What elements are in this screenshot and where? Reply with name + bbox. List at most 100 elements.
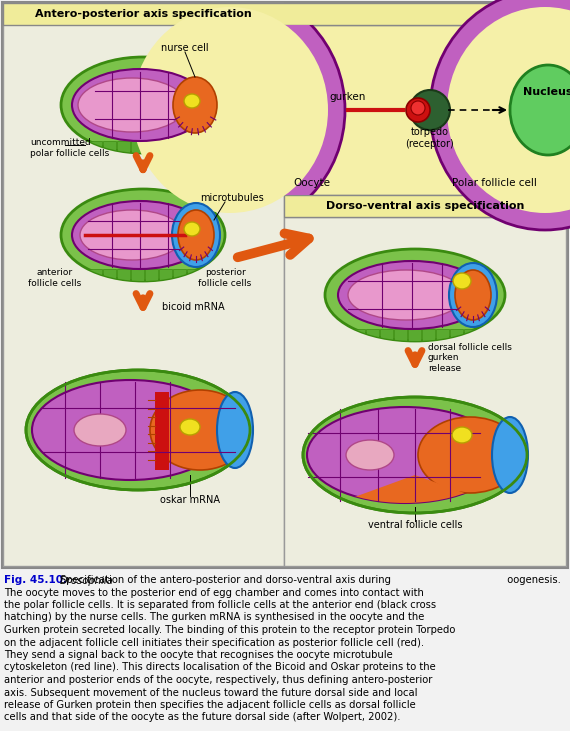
Bar (89, 269, 102, 281)
Bar (173, 165, 186, 177)
Ellipse shape (411, 101, 425, 115)
Bar (380, 225, 393, 237)
Text: anterior and posterior ends of the oocyte, respectively, thus defining antero-po: anterior and posterior ends of the oocyt… (4, 675, 433, 685)
Bar (366, 329, 379, 341)
Bar (380, 329, 393, 341)
Text: Nucleus: Nucleus (523, 87, 570, 97)
Text: posterior
follicle cells: posterior follicle cells (198, 268, 251, 288)
Ellipse shape (406, 98, 430, 122)
Bar (492, 225, 505, 237)
Bar (155, 392, 169, 470)
Bar (173, 141, 186, 153)
Text: Specification of the antero-posterior and dorso-ventral axis during: Specification of the antero-posterior an… (60, 575, 394, 585)
Text: nurse cell: nurse cell (161, 43, 209, 53)
Ellipse shape (447, 7, 570, 213)
Bar (284, 217, 566, 566)
Bar (284, 25, 566, 195)
Text: axis. Subsequent movement of the nucleus toward the future dorsal side and local: axis. Subsequent movement of the nucleus… (4, 687, 417, 697)
Text: cells and that side of the oocyte as the future dorsal side (after Wolpert, 2002: cells and that side of the oocyte as the… (4, 713, 401, 722)
Ellipse shape (150, 390, 250, 470)
Text: torpedo
(receptor): torpedo (receptor) (406, 127, 454, 149)
Text: the polar follicle cells. It is separated from follicle cells at the anterior en: the polar follicle cells. It is separate… (4, 600, 436, 610)
Bar (187, 33, 200, 45)
Bar (394, 329, 407, 341)
Bar (103, 165, 116, 177)
Bar (187, 165, 200, 177)
Bar (408, 329, 421, 341)
Bar (201, 141, 214, 153)
Ellipse shape (184, 222, 200, 236)
Bar (338, 329, 351, 341)
Bar (436, 329, 449, 341)
Bar (75, 165, 88, 177)
Text: hatching) by the nurse cells. The gurken mRNA is synthesised in the oocyte and t: hatching) by the nurse cells. The gurken… (4, 613, 425, 623)
Ellipse shape (173, 77, 217, 133)
Text: Drosophila: Drosophila (60, 575, 114, 586)
Bar (89, 141, 102, 153)
Ellipse shape (303, 397, 527, 513)
Bar (422, 225, 435, 237)
Ellipse shape (418, 417, 522, 493)
Bar (131, 165, 144, 177)
Bar (159, 141, 172, 153)
Ellipse shape (510, 65, 570, 155)
Text: ventral follicle cells: ventral follicle cells (368, 520, 462, 530)
Text: Gurken protein secreted locally. The binding of this protein to the receptor pro: Gurken protein secreted locally. The bin… (4, 625, 455, 635)
Bar (131, 269, 144, 281)
Text: bicoid mRNA: bicoid mRNA (162, 302, 225, 312)
Ellipse shape (217, 392, 253, 468)
Ellipse shape (338, 261, 486, 329)
Bar (75, 141, 88, 153)
Bar (478, 225, 491, 237)
Ellipse shape (452, 427, 472, 443)
Text: Fig. 45.10.: Fig. 45.10. (4, 575, 67, 585)
Text: Antero-posterior axis specification: Antero-posterior axis specification (35, 9, 251, 19)
Bar (338, 225, 351, 237)
Ellipse shape (184, 94, 200, 108)
Bar (422, 329, 435, 341)
Text: The oocyte moves to the posterior end of egg chamber and comes into contact with: The oocyte moves to the posterior end of… (4, 588, 424, 597)
Text: gurken: gurken (330, 92, 366, 102)
Bar (394, 225, 407, 237)
Text: anterior
follicle cells: anterior follicle cells (28, 268, 82, 288)
Bar (450, 329, 463, 341)
Bar (89, 165, 102, 177)
Bar (117, 33, 130, 45)
Bar (117, 269, 130, 281)
Bar (464, 225, 477, 237)
Bar (352, 329, 365, 341)
Bar (201, 33, 214, 45)
Wedge shape (354, 475, 476, 540)
Bar (145, 269, 158, 281)
Ellipse shape (115, 0, 345, 230)
Ellipse shape (172, 203, 220, 267)
Bar (3, 3, 566, 25)
Ellipse shape (449, 263, 497, 327)
Ellipse shape (72, 69, 208, 141)
Text: oogenesis.: oogenesis. (501, 575, 561, 585)
Bar (159, 33, 172, 45)
Bar (131, 33, 144, 45)
Text: They send a signal back to the oocyte that recognises the oocyte microtubule: They send a signal back to the oocyte th… (4, 650, 393, 660)
Bar (103, 269, 116, 281)
Ellipse shape (132, 7, 328, 213)
Ellipse shape (72, 201, 208, 269)
Text: on the adjacent follicle cell initiates their specification as posterior follicl: on the adjacent follicle cell initiates … (4, 637, 424, 648)
Bar (187, 269, 200, 281)
Ellipse shape (78, 78, 186, 132)
Bar (145, 141, 158, 153)
Ellipse shape (492, 417, 528, 493)
Bar (3, 3, 284, 566)
Bar (117, 141, 130, 153)
Ellipse shape (430, 0, 570, 230)
Text: dorsal follicle cells
gurken
release: dorsal follicle cells gurken release (428, 343, 512, 373)
Bar (366, 225, 379, 237)
Ellipse shape (325, 249, 505, 341)
Ellipse shape (410, 90, 450, 130)
Bar (187, 141, 200, 153)
Bar (450, 225, 463, 237)
Ellipse shape (307, 407, 503, 503)
Ellipse shape (32, 380, 228, 480)
Text: oskar mRNA: oskar mRNA (160, 495, 220, 505)
Text: Polar follicle cell: Polar follicle cell (452, 178, 537, 188)
